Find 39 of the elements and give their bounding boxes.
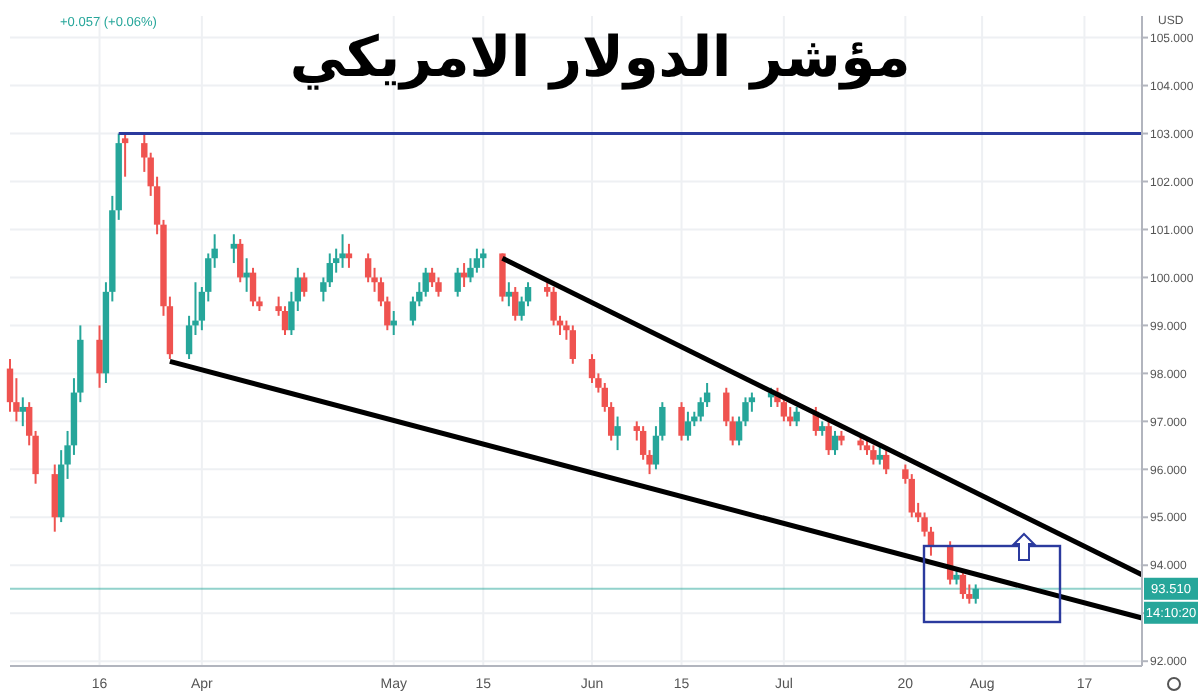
candlestick (512, 286, 519, 322)
candlestick (684, 410, 692, 442)
candlestick (569, 324, 576, 365)
candlestick (876, 444, 883, 466)
candlestick (480, 247, 487, 269)
candlestick (422, 266, 429, 298)
candlestick (454, 266, 461, 298)
candlestick (249, 266, 257, 308)
candlestick (237, 238, 244, 284)
candlestick (550, 286, 557, 327)
candlestick (339, 233, 346, 269)
candlestick (499, 252, 506, 303)
candlestick (243, 257, 250, 293)
candlestick (614, 415, 621, 452)
candlestick (364, 252, 372, 284)
candlestick (345, 242, 353, 269)
candlestick (908, 473, 915, 519)
chart-title: مؤشر الدولار الامريكي (289, 24, 911, 90)
candlestick (882, 449, 890, 476)
candlestick (505, 281, 513, 308)
candlestick (435, 276, 442, 298)
candlestick (300, 271, 308, 298)
candlestick (467, 257, 474, 284)
candlestick (473, 247, 481, 274)
candlestick (230, 233, 238, 265)
candlestick (793, 405, 800, 428)
candlestick (281, 305, 289, 336)
candlestick (780, 396, 788, 423)
candlestick (870, 444, 877, 466)
candlestick (121, 132, 129, 178)
candlestick (825, 420, 832, 456)
candlestick (96, 324, 103, 389)
candlestick (51, 463, 58, 533)
candlestick (972, 583, 979, 605)
candlestick (831, 429, 839, 456)
candlestick (678, 401, 685, 442)
candlestick (6, 357, 14, 413)
candlestick (959, 569, 967, 600)
candlestick (19, 396, 26, 428)
